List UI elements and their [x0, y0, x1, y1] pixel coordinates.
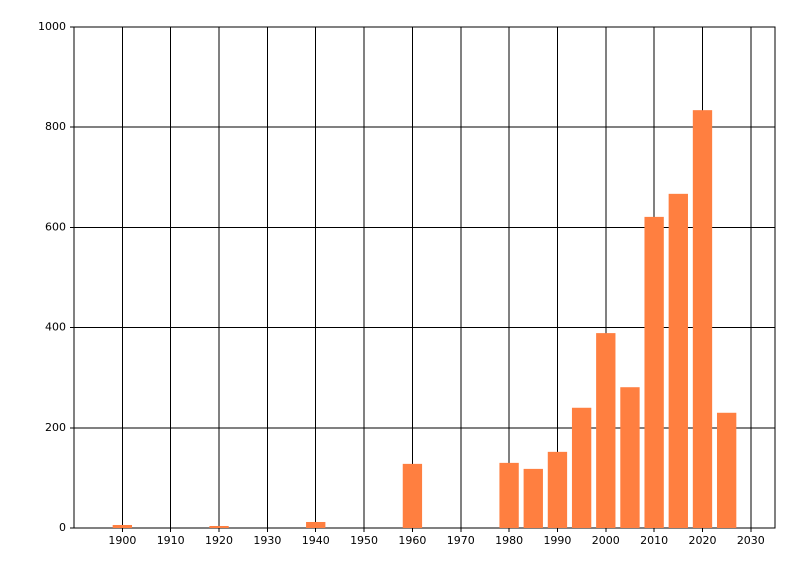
bar: [571, 407, 592, 528]
y-tick-label: 800: [45, 120, 66, 133]
bar: [547, 451, 568, 528]
bar: [499, 462, 519, 528]
bar: [523, 468, 543, 528]
y-tick-label: 0: [59, 521, 66, 534]
x-tick-label: 1920: [205, 534, 233, 547]
x-tick-label: 2030: [737, 534, 765, 547]
bar: [209, 525, 229, 528]
bar: [692, 110, 713, 528]
bar: [306, 521, 326, 528]
x-tick-label: 1910: [157, 534, 185, 547]
bar: [716, 412, 737, 528]
x-tick-label: 1970: [447, 534, 475, 547]
x-tick-label: 2000: [592, 534, 620, 547]
y-tick-label: 200: [45, 421, 66, 434]
x-tick-label: 1950: [350, 534, 378, 547]
bar: [112, 524, 133, 528]
y-tick-label: 600: [45, 220, 66, 233]
bar: [668, 193, 688, 528]
bar: [620, 387, 640, 528]
x-tick-label: 1900: [108, 534, 136, 547]
bar: [644, 216, 664, 528]
x-tick-label: 1960: [398, 534, 426, 547]
y-tick-label: 400: [45, 321, 66, 334]
x-tick-label: 1930: [253, 534, 281, 547]
x-tick-label: 2020: [688, 534, 716, 547]
x-tick-label: 1940: [302, 534, 330, 547]
x-tick-label: 1980: [495, 534, 523, 547]
y-tick-label: 1000: [38, 20, 66, 33]
x-tick-label: 2010: [640, 534, 668, 547]
bar: [596, 333, 616, 528]
bar: [402, 463, 423, 528]
x-tick-label: 1990: [543, 534, 571, 547]
